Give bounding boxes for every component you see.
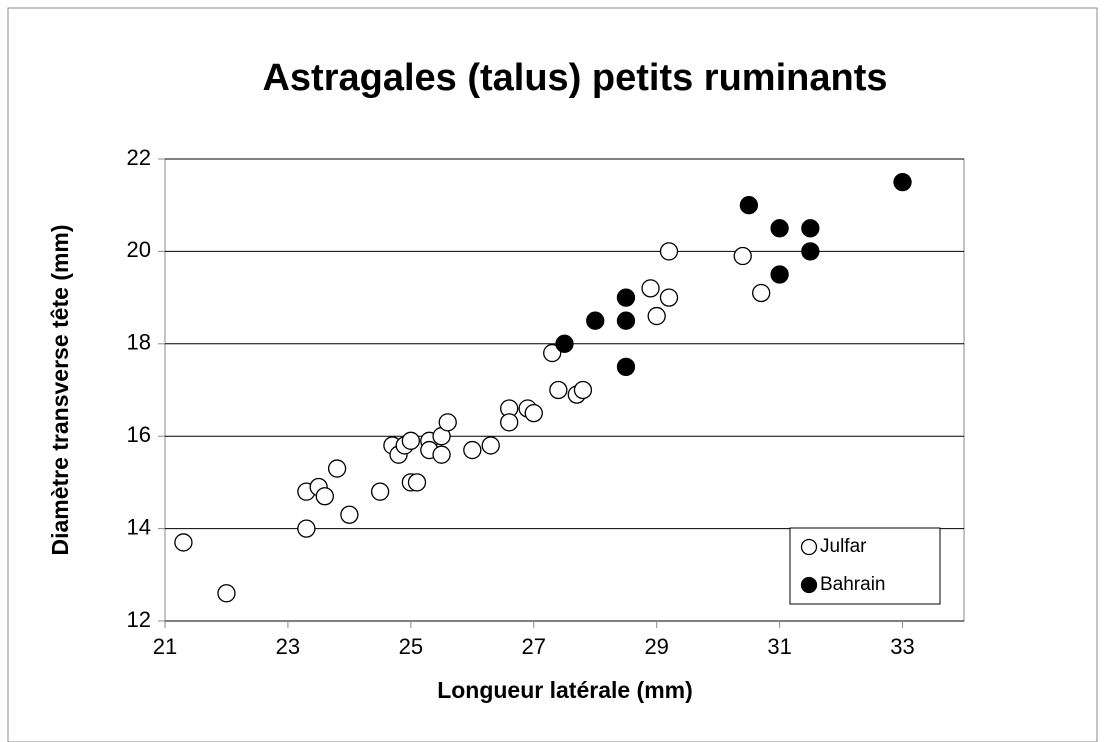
x-tick-label: 21: [153, 634, 177, 659]
point: [432, 445, 451, 464]
point: [524, 403, 543, 423]
point: [543, 343, 562, 363]
legend-label: Julfar: [820, 536, 867, 557]
point: [616, 357, 636, 377]
point: [616, 311, 636, 330]
legend-marker: [800, 538, 818, 556]
point: [659, 288, 679, 307]
point: [586, 311, 605, 330]
point: [297, 519, 316, 538]
point: [463, 440, 482, 460]
x-tick-label: 33: [890, 634, 914, 659]
legend-marker: [800, 576, 818, 594]
point: [801, 242, 820, 261]
point: [407, 473, 427, 492]
y-tick-label: 20: [127, 237, 151, 262]
legend: [789, 527, 941, 605]
point: [801, 219, 820, 238]
point: [739, 196, 759, 215]
chart-border: [7, 7, 1098, 742]
x-axis-label: Longueur latérale (mm): [437, 677, 693, 703]
point: [733, 246, 752, 266]
point: [438, 413, 457, 432]
y-tick-label: 18: [127, 330, 151, 355]
point: [481, 436, 500, 455]
point: [500, 413, 519, 432]
x-tick-label: 25: [399, 634, 423, 659]
y-tick-label: 16: [127, 422, 151, 447]
point: [315, 487, 334, 506]
y-tick-label: 14: [127, 514, 151, 539]
x-tick-label: 23: [276, 634, 300, 659]
y-tick-label: 12: [127, 607, 151, 632]
x-tick-label: 29: [644, 634, 668, 659]
point: [641, 279, 660, 298]
point: [770, 219, 789, 238]
point: [647, 306, 666, 326]
y-axis-label: Diamètre transverse tête (mm): [47, 224, 73, 555]
chart-title: Astragales (talus) petits ruminants: [262, 57, 887, 99]
point: [340, 505, 359, 524]
point: [659, 242, 679, 261]
y-tick-label: 22: [127, 145, 151, 170]
point: [752, 283, 771, 303]
point: [573, 380, 593, 400]
point: [770, 265, 789, 284]
legend-label: Bahrain: [820, 574, 886, 595]
point: [401, 431, 420, 450]
point: [893, 172, 912, 192]
point: [327, 459, 347, 478]
point: [549, 380, 568, 400]
point: [616, 288, 636, 307]
point: [370, 482, 390, 501]
point: [555, 334, 574, 353]
point: [174, 533, 193, 552]
x-tick-label: 27: [522, 634, 546, 659]
point: [217, 584, 236, 603]
x-tick-label: 31: [767, 634, 791, 659]
